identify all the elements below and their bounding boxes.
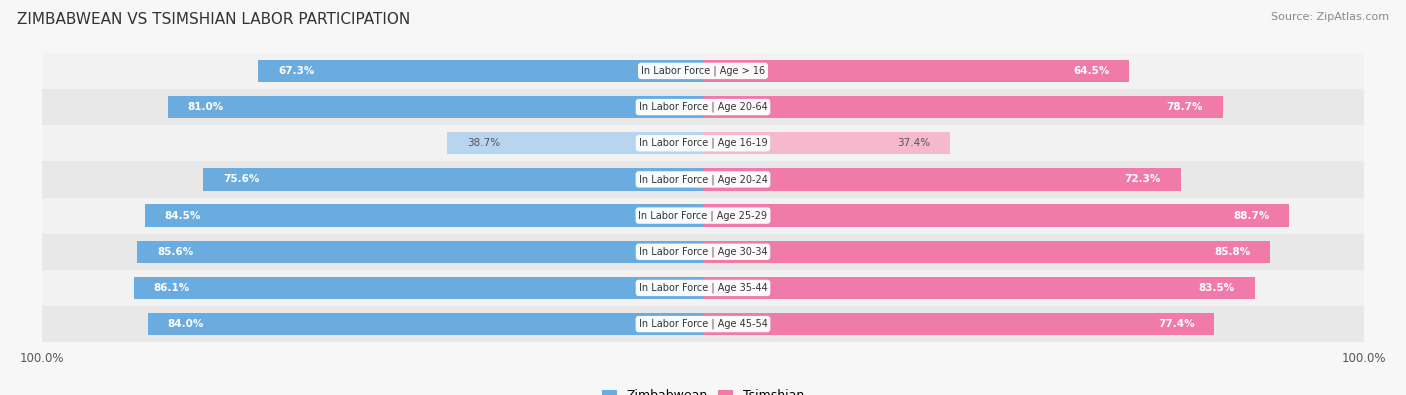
Text: 67.3%: 67.3% <box>278 66 315 76</box>
Bar <box>703 204 1289 227</box>
Text: 84.5%: 84.5% <box>165 211 201 220</box>
Text: In Labor Force | Age 20-24: In Labor Force | Age 20-24 <box>638 174 768 185</box>
Bar <box>145 204 703 227</box>
Bar <box>148 313 703 335</box>
Bar <box>0 161 1364 198</box>
Text: In Labor Force | Age 30-34: In Labor Force | Age 30-34 <box>638 246 768 257</box>
Text: 83.5%: 83.5% <box>1199 283 1234 293</box>
Text: 85.6%: 85.6% <box>157 247 194 257</box>
Text: Source: ZipAtlas.com: Source: ZipAtlas.com <box>1271 12 1389 22</box>
Text: ZIMBABWEAN VS TSIMSHIAN LABOR PARTICIPATION: ZIMBABWEAN VS TSIMSHIAN LABOR PARTICIPAT… <box>17 12 411 27</box>
Text: 77.4%: 77.4% <box>1159 319 1195 329</box>
Text: 38.7%: 38.7% <box>467 138 501 148</box>
Bar <box>134 277 703 299</box>
Bar <box>0 125 1364 161</box>
Text: In Labor Force | Age 45-54: In Labor Force | Age 45-54 <box>638 319 768 329</box>
Text: In Labor Force | Age 20-64: In Labor Force | Age 20-64 <box>638 102 768 112</box>
Bar <box>703 313 1215 335</box>
Bar <box>259 60 703 82</box>
Bar <box>204 168 703 191</box>
Text: 86.1%: 86.1% <box>153 283 190 293</box>
Text: 81.0%: 81.0% <box>187 102 224 112</box>
Text: 72.3%: 72.3% <box>1125 175 1161 184</box>
Bar <box>447 132 703 154</box>
Bar <box>0 234 1364 270</box>
Bar <box>703 168 1181 191</box>
Bar <box>167 96 703 118</box>
Text: 75.6%: 75.6% <box>224 175 260 184</box>
Bar <box>703 132 950 154</box>
Text: In Labor Force | Age > 16: In Labor Force | Age > 16 <box>641 66 765 76</box>
Text: 85.8%: 85.8% <box>1213 247 1250 257</box>
Bar <box>0 306 1364 342</box>
Bar <box>138 241 703 263</box>
Legend: Zimbabwean, Tsimshian: Zimbabwean, Tsimshian <box>596 384 810 395</box>
Text: 37.4%: 37.4% <box>897 138 931 148</box>
Bar <box>0 53 1364 89</box>
Bar <box>703 277 1254 299</box>
Bar <box>703 241 1270 263</box>
Bar <box>0 270 1364 306</box>
Text: 88.7%: 88.7% <box>1233 211 1270 220</box>
Text: In Labor Force | Age 25-29: In Labor Force | Age 25-29 <box>638 210 768 221</box>
Bar <box>703 96 1223 118</box>
Text: 84.0%: 84.0% <box>167 319 204 329</box>
Bar <box>0 198 1364 234</box>
Text: 78.7%: 78.7% <box>1167 102 1204 112</box>
Bar <box>703 60 1129 82</box>
Text: In Labor Force | Age 35-44: In Labor Force | Age 35-44 <box>638 283 768 293</box>
Text: In Labor Force | Age 16-19: In Labor Force | Age 16-19 <box>638 138 768 149</box>
Bar <box>0 89 1364 125</box>
Text: 64.5%: 64.5% <box>1073 66 1109 76</box>
